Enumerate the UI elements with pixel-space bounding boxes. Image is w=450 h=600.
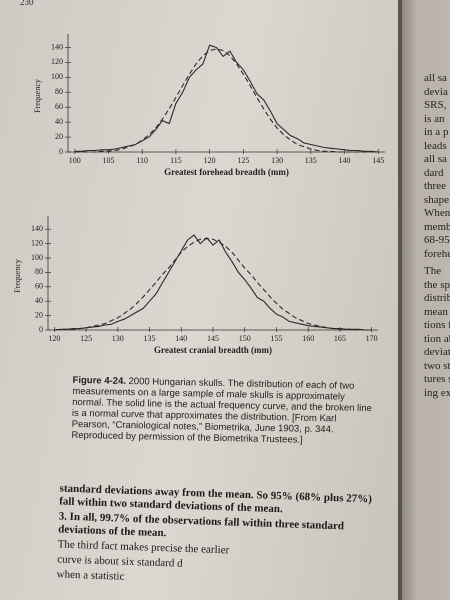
y-tick-label: 60: [35, 282, 43, 291]
x-tick-label: 145: [207, 334, 219, 343]
frequency-line: [74, 48, 379, 153]
y-tick-label: 80: [35, 267, 43, 276]
x-tick-label: 120: [48, 334, 60, 343]
right-page: all sa devia SRS, is an in a p leads all sa dar…: [402, 0, 450, 600]
x-tick-label: 130: [271, 156, 283, 165]
y-axis-label: Frequency: [13, 259, 22, 293]
y-tick-label: 0: [39, 325, 43, 334]
y-tick-label: 100: [31, 253, 43, 262]
text-line: ing exa: [424, 386, 450, 399]
x-tick-label: 130: [112, 334, 124, 343]
x-tick-label: 145: [372, 156, 384, 165]
frequency-line: [54, 234, 372, 331]
x-tick-label: 160: [302, 334, 314, 343]
y-tick-label: 140: [31, 224, 43, 233]
text-line: tions f: [424, 319, 450, 331]
text-line: The: [424, 265, 442, 277]
x-tick-label: 135: [305, 156, 317, 165]
y-tick-label: 40: [55, 117, 63, 126]
x-tick-label: 125: [237, 156, 249, 165]
text-line: dard: [424, 166, 444, 179]
y-tick-label: 80: [55, 87, 63, 96]
text-line: leads: [424, 139, 447, 152]
text-line: deviati: [424, 346, 450, 358]
text-line: devia: [424, 85, 448, 98]
text-line: 68-95-: [424, 234, 450, 246]
y-tick-label: 20: [55, 132, 63, 141]
x-tick-label: 140: [339, 156, 351, 165]
y-tick-label: 120: [31, 238, 43, 247]
text-line: memb: [424, 220, 450, 233]
text-line: in a p: [424, 126, 449, 138]
y-tick-label: 0: [59, 147, 63, 156]
text-line: tion ab: [424, 332, 450, 345]
text-line: mean i: [424, 305, 450, 318]
x-tick-label: 105: [102, 156, 114, 165]
x-tick-label: 125: [80, 334, 92, 343]
x-tick-label: 170: [366, 334, 378, 343]
x-tick-label: 165: [334, 334, 346, 343]
x-tick-label: 120: [204, 156, 216, 165]
page-number: 230: [20, 0, 34, 7]
book-page: 230 Figure 4-24. 2000 Hungarian skulls. …: [0, 0, 398, 600]
x-tick-label: 155: [270, 334, 282, 343]
text-line: tures s: [424, 373, 450, 385]
text-line: two sta: [424, 359, 450, 372]
y-tick-label: 40: [35, 296, 43, 305]
text-line: all sa: [424, 153, 447, 165]
x-tick-label: 100: [69, 156, 81, 165]
text-line: SRS,: [424, 99, 447, 111]
x-tick-label: 135: [144, 334, 156, 343]
text-line: the sp: [424, 278, 450, 291]
x-axis-label: Greatest forehead breadth (mm): [164, 167, 289, 177]
text-line: shape: [424, 193, 450, 206]
y-tick-label: 20: [35, 310, 43, 319]
x-tick-label: 115: [170, 156, 182, 165]
text-line: all sa: [424, 72, 447, 84]
frequency-line: [54, 238, 372, 331]
y-tick-label: 140: [51, 42, 63, 51]
y-tick-label: 100: [51, 72, 63, 81]
y-tick-label: 120: [51, 57, 63, 66]
text-line: distrib: [424, 292, 450, 304]
y-tick-label: 60: [55, 102, 63, 111]
frequency-line: [74, 44, 379, 153]
x-tick-label: 140: [175, 334, 187, 343]
text-line: When: [424, 207, 450, 219]
text-line: three: [424, 180, 446, 192]
x-tick-label: 150: [239, 334, 251, 343]
text-line: is an: [424, 112, 445, 125]
y-axis-label: Frequency: [33, 79, 42, 113]
x-tick-label: 110: [136, 156, 148, 165]
charts: 0 20 40 60 80 100 120 140 100 105 110 115 120 125 130 1…: [13, 34, 385, 355]
x-axis-label: Greatest cranial breadth (mm): [154, 345, 272, 355]
text-line: forehe: [424, 247, 450, 260]
